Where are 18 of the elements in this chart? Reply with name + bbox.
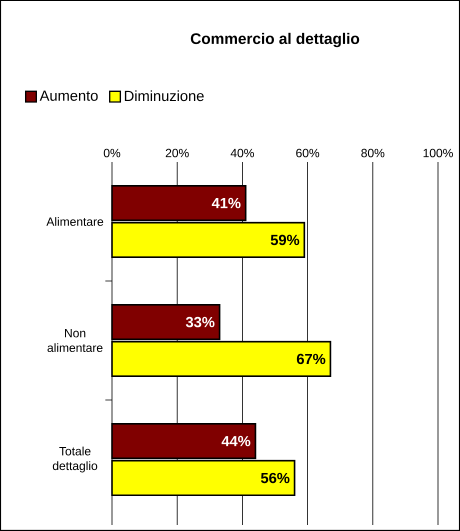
x-tick-label: 80% bbox=[361, 148, 384, 158]
data-label: 44% bbox=[222, 436, 250, 446]
data-label: 56% bbox=[260, 472, 290, 484]
y-tick-label: Non alimentare bbox=[48, 329, 103, 352]
x-tick-label: 0% bbox=[104, 148, 120, 158]
legend-label: Aumento bbox=[40, 90, 98, 101]
data-label: 33% bbox=[186, 316, 214, 328]
y-tick-label: Alimentare bbox=[46, 217, 104, 226]
x-tick-label: 60% bbox=[296, 148, 320, 158]
legend-label: Diminuzione bbox=[124, 90, 204, 102]
data-label: 41% bbox=[212, 198, 241, 208]
y-tick-label: Totale dettaglio bbox=[52, 446, 98, 472]
x-tick-label: 20% bbox=[166, 148, 189, 158]
x-tick-label: 40% bbox=[230, 148, 254, 158]
data-label: 67% bbox=[296, 354, 326, 364]
chart-title: Commercio al dettaglio bbox=[190, 32, 360, 48]
x-tick-label: 100% bbox=[424, 148, 453, 158]
data-label: 59% bbox=[270, 234, 300, 246]
